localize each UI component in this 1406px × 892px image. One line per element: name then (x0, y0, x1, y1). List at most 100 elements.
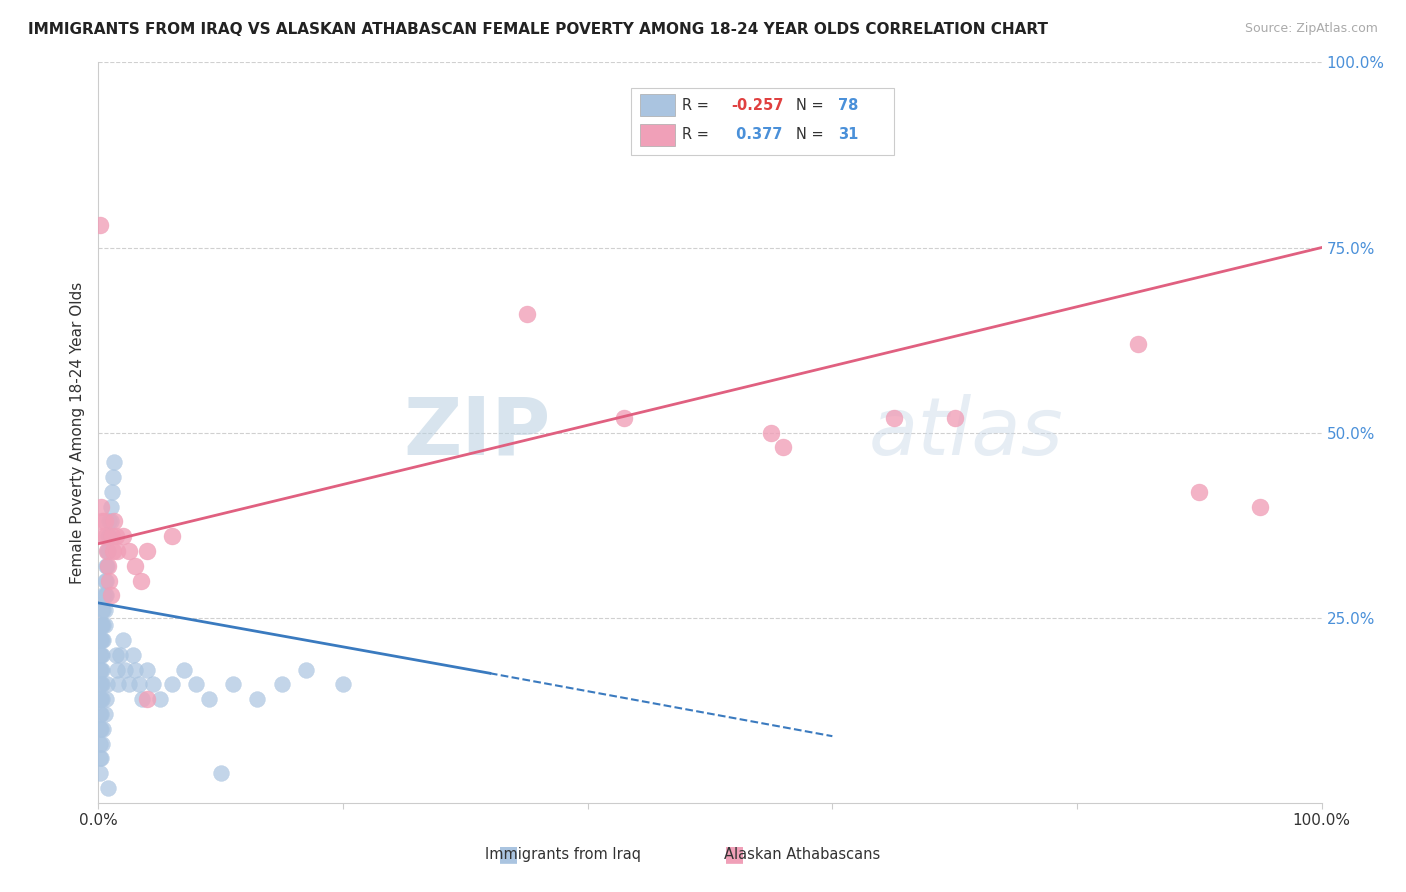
Point (89, 706, 111, 721)
Point (91, 603, 114, 617)
Point (100, 515, 122, 529)
Point (613, 410, 636, 425)
Point (94, 529, 117, 543)
Point (89, 722, 111, 736)
Point (90, 706, 112, 721)
Point (101, 470, 124, 484)
Point (93, 574, 115, 588)
Point (93, 603, 115, 617)
Text: -0.257: -0.257 (731, 98, 783, 113)
Point (118, 677, 141, 691)
Point (89, 737, 111, 751)
Point (332, 677, 354, 691)
Point (94, 558, 117, 573)
Point (90, 500, 112, 514)
Bar (640, 124, 675, 146)
Point (761, 425, 783, 440)
Point (515, 307, 537, 321)
Text: N =: N = (796, 98, 824, 113)
Point (90, 722, 112, 736)
Point (90, 692, 112, 706)
Point (136, 663, 159, 677)
Point (91, 589, 114, 603)
Point (222, 677, 245, 691)
Point (93, 706, 115, 721)
Point (209, 766, 232, 780)
Point (160, 529, 183, 543)
Point (90, 648, 112, 662)
Text: Source: ZipAtlas.com: Source: ZipAtlas.com (1244, 22, 1378, 36)
Point (246, 692, 269, 706)
Point (91, 515, 114, 529)
Text: ■: ■ (724, 845, 745, 864)
Point (107, 677, 129, 691)
Point (98, 529, 121, 543)
Text: 0.377: 0.377 (731, 128, 782, 143)
Point (142, 677, 165, 691)
Point (101, 484, 124, 499)
Text: Alaskan Athabascans: Alaskan Athabascans (724, 847, 880, 863)
Point (96, 544, 118, 558)
Point (93, 618, 115, 632)
Point (98, 574, 121, 588)
Point (96, 544, 118, 558)
Point (118, 544, 141, 558)
Point (96, 677, 118, 691)
Point (90, 663, 112, 677)
Point (91, 618, 114, 632)
Point (124, 663, 146, 677)
Point (103, 455, 125, 469)
Point (94, 692, 117, 706)
Point (90, 677, 112, 691)
Point (105, 663, 128, 677)
Point (104, 648, 127, 662)
Point (89, 219, 111, 233)
Point (94, 589, 117, 603)
Text: ZIP: ZIP (404, 393, 551, 472)
Point (772, 441, 794, 455)
Point (91, 737, 114, 751)
Point (91, 663, 114, 677)
Point (93, 515, 115, 529)
Point (89, 648, 111, 662)
Point (89, 663, 111, 677)
Point (91, 529, 114, 543)
Text: N =: N = (796, 128, 824, 143)
Point (270, 677, 294, 691)
Text: 31: 31 (838, 128, 859, 143)
Point (100, 589, 122, 603)
Point (89, 632, 111, 647)
Text: ■: ■ (498, 845, 519, 864)
Point (124, 558, 146, 573)
Point (121, 648, 143, 662)
Point (103, 515, 125, 529)
Point (94, 574, 117, 588)
Point (89, 677, 111, 691)
Point (98, 515, 121, 529)
Point (91, 632, 114, 647)
Point (91, 722, 114, 736)
Point (91, 648, 114, 662)
Text: R =: R = (682, 128, 709, 143)
Point (111, 632, 134, 647)
Point (1249, 500, 1271, 514)
Point (883, 410, 905, 425)
Point (91, 603, 114, 617)
Text: R =: R = (682, 98, 709, 113)
Text: IMMIGRANTS FROM IRAQ VS ALASKAN ATHABASCAN FEMALE POVERTY AMONG 18-24 YEAR OLDS : IMMIGRANTS FROM IRAQ VS ALASKAN ATHABASC… (28, 22, 1047, 37)
Point (173, 663, 195, 677)
Bar (630, 88, 894, 155)
Point (101, 529, 124, 543)
Point (90, 632, 112, 647)
Point (97, 780, 120, 795)
Point (197, 692, 219, 706)
Point (104, 529, 127, 543)
Point (97, 529, 120, 543)
Point (149, 692, 172, 706)
Point (93, 589, 115, 603)
Text: 78: 78 (838, 98, 859, 113)
Bar (640, 95, 675, 117)
Point (129, 574, 152, 588)
Point (89, 751, 111, 765)
Point (105, 544, 128, 558)
